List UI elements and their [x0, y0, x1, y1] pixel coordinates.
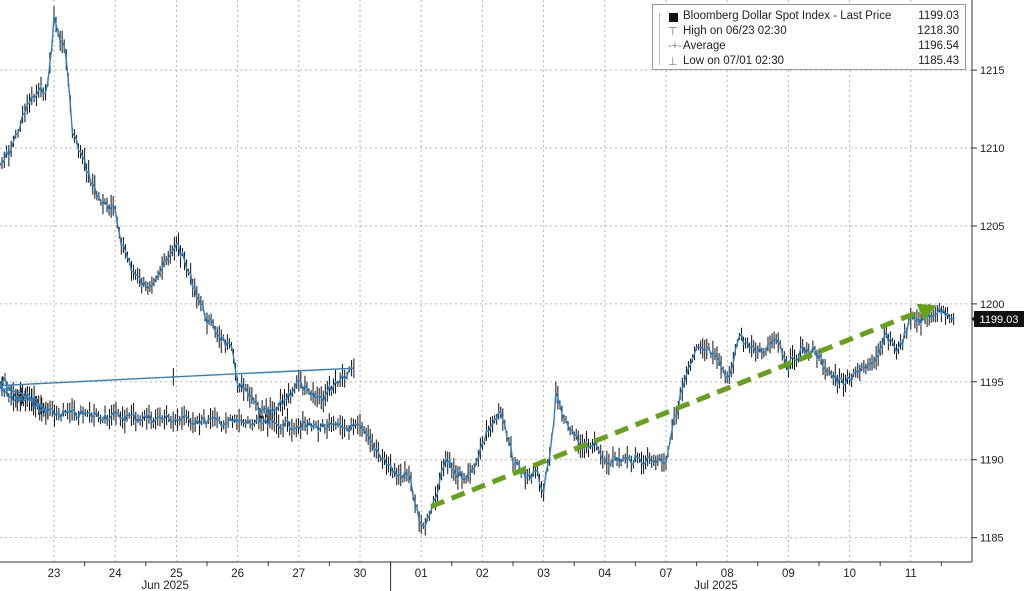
legend-row-average: -+- Average 1196.54: [653, 40, 965, 55]
last-price-tag-group: 1199.03: [972, 310, 1024, 327]
legend-high-label: High on 06/23 02:30: [683, 25, 787, 37]
legend-row-last-price: Bloomberg Dollar Spot Index - Last Price…: [653, 10, 965, 25]
legend-tree-line: [659, 13, 660, 65]
legend-last-value: 1199.03: [918, 10, 959, 22]
axes: [0, 0, 977, 591]
average-marker-icon: -+-: [668, 40, 682, 52]
gridlines: [0, 0, 972, 561]
x-tick-label: 25: [170, 568, 183, 580]
x-tick-label: 01: [415, 568, 428, 580]
x-tick-label: 26: [231, 568, 244, 580]
legend-title: Bloomberg Dollar Spot Index - Last Price: [683, 10, 892, 22]
legend-low-label: Low on 07/01 02:30: [683, 55, 785, 67]
x-axis-labels: 23 24 25 26 27 30 01 02 03 04 07 08 09 10 11 Jun 2025 Ju…: [48, 568, 917, 591]
legend-row-high: ⊤ High on 06/23 02:30 1218.30: [653, 25, 965, 40]
x-tick-label: 03: [537, 568, 550, 580]
series-swatch-icon: [669, 13, 678, 22]
x-tick-label: 24: [109, 568, 122, 580]
legend-low-value: 1185.43: [918, 55, 959, 67]
y-axis-labels: 1185 1190 1195 1200 1205 1210 1215: [980, 65, 1004, 545]
y-tick-label: 1190: [980, 455, 1004, 467]
high-marker-icon: ⊤: [668, 26, 678, 38]
trend-arrow-line: [430, 307, 926, 509]
x-tick-label: 27: [292, 568, 305, 580]
x-tick-label: 02: [476, 568, 489, 580]
x-tick-label: 04: [598, 568, 611, 580]
x-tick-label: 10: [843, 568, 856, 580]
last-price-tag-pointer: [972, 313, 976, 324]
legend-high-value: 1218.30: [917, 25, 959, 37]
price-series: [0, 15, 954, 528]
ohlc-bars: [0, 6, 955, 536]
x-tick-label: 30: [354, 568, 367, 580]
last-price-tag-label: 1199.03: [980, 314, 1019, 326]
price-line: [0, 15, 954, 528]
legend-average-label: Average: [683, 40, 726, 52]
x-tick-label: 07: [660, 568, 673, 580]
low-marker-icon: ⊥: [668, 56, 678, 68]
legend-box: Bloomberg Dollar Spot Index - Last Price…: [652, 4, 966, 70]
month-label: Jun 2025: [142, 580, 189, 591]
trend-arrow: [430, 303, 937, 509]
y-tick-label: 1210: [980, 143, 1004, 155]
y-tick-label: 1200: [980, 299, 1004, 311]
x-tick-label: 23: [48, 568, 61, 580]
y-tick-label: 1205: [980, 221, 1004, 233]
y-tick-label: 1215: [980, 65, 1004, 77]
y-tick-label: 1195: [980, 377, 1004, 389]
last-price-tag: [974, 310, 1024, 327]
y-tick-label: 1185: [980, 533, 1004, 545]
x-tick-label: 09: [782, 568, 795, 580]
legend-row-low: ⊥ Low on 07/01 02:30 1185.43: [653, 55, 965, 70]
x-tick-label: 11: [905, 568, 917, 580]
trend-arrow-head: [916, 303, 937, 321]
x-tick-label: 08: [721, 568, 734, 580]
legend-average-value: 1196.54: [918, 40, 959, 52]
month-label: Jul 2025: [694, 580, 737, 591]
